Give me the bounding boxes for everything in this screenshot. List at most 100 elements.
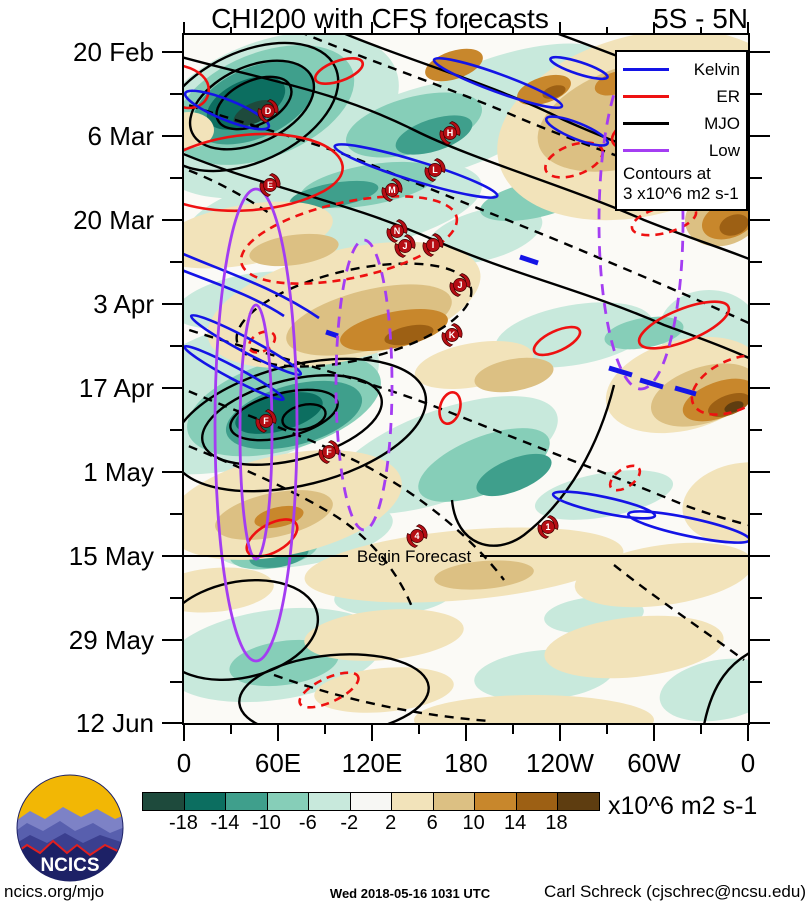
y-tick-minor [750, 513, 762, 515]
y-tick-minor [170, 261, 182, 263]
legend-line-er [623, 95, 669, 98]
cyclone-marker-E: E [259, 173, 281, 197]
y-axis-label: 6 Mar [87, 121, 154, 151]
svg-text:K: K [449, 330, 456, 340]
y-tick-major [750, 51, 770, 53]
colorbar-segment [143, 793, 184, 810]
svg-text:F: F [326, 447, 332, 457]
x-tick-minor [512, 725, 514, 734]
cyclone-marker-1: 1 [537, 515, 559, 539]
x-axis-label: 0 [176, 748, 192, 778]
y-tick-minor [750, 261, 762, 263]
y-axis-label: 20 Feb [73, 37, 154, 67]
shading-blob [476, 453, 552, 497]
colorbar-segment [557, 793, 600, 810]
svg-text:J: J [457, 280, 462, 290]
colorbar-segment [225, 793, 267, 810]
legend-label: Kelvin [693, 59, 740, 79]
colorbar-units: x10^6 m2 s-1 [608, 792, 758, 820]
colorbar-tick-label: 2 [385, 812, 397, 834]
svg-text:D: D [265, 106, 272, 116]
x-tick-minor [606, 725, 608, 734]
er-contour [313, 56, 365, 86]
mjo-contour [184, 152, 748, 359]
y-axis-label: 15 May [68, 541, 154, 571]
colorbar-segment [308, 793, 350, 810]
cyclone-marker-L: L [424, 158, 446, 182]
x-tick-minor [324, 27, 326, 35]
colorbar-tick-label: 18 [545, 812, 568, 834]
svg-text:1: 1 [545, 522, 550, 532]
colorbar-tick-label: -2 [340, 812, 359, 834]
colorbar-tick-label: -18 [169, 812, 198, 834]
ncics-logo: NCICS [16, 774, 124, 882]
kelvin-contour [184, 344, 285, 402]
y-tick-minor [170, 93, 182, 95]
colorbar-segment [183, 793, 226, 810]
cyclone-marker-F: F [255, 409, 277, 433]
y-tick-minor [750, 345, 762, 347]
mjo-contour [281, 402, 327, 432]
cyclone-marker-H: H [439, 121, 461, 145]
x-axis-label: 60W [627, 748, 681, 778]
legend-entry-kelvin: Kelvin [623, 56, 740, 83]
x-tick-major [747, 725, 749, 741]
cyclone-marker-F: F [318, 440, 340, 464]
mjo-contour [188, 59, 316, 151]
x-tick-minor [700, 725, 702, 734]
kelvin-contour-dash [519, 254, 539, 266]
y-tick-major [162, 555, 182, 557]
cyclone-marker-N: N [386, 219, 408, 243]
shading-blob [384, 324, 434, 346]
legend-entry-mjo: MJO [623, 110, 740, 137]
x-tick-major [559, 22, 561, 35]
y-tick-minor [170, 177, 182, 179]
y-axis-label: 12 Jun [75, 708, 154, 738]
kelvin-contour-dash [325, 329, 339, 339]
x-tick-major [371, 725, 373, 741]
kelvin-contour-dash [674, 385, 697, 397]
legend-line-mjo [623, 122, 669, 125]
legend-line-kelvin [623, 68, 669, 71]
x-tick-minor [230, 725, 232, 734]
x-tick-minor [512, 27, 514, 35]
page-title: CHI200 with CFS forecasts [211, 3, 549, 34]
colorbar-segment [515, 793, 558, 810]
mjo-contour-dashed [184, 327, 748, 527]
shading-blob [314, 667, 454, 713]
legend-label: ER [716, 86, 740, 106]
kelvin-contour [333, 143, 499, 199]
mjo-contour [184, 357, 428, 493]
colorbar-segment [349, 793, 392, 810]
kelvin-contour-dash [608, 365, 633, 378]
colorbar-tick-label: 10 [462, 812, 485, 834]
x-tick-major [277, 725, 279, 741]
y-tick-major [750, 135, 770, 137]
mjo-contour [201, 374, 383, 466]
kelvin-contour [549, 55, 609, 81]
svg-text:L: L [432, 165, 438, 175]
y-tick-major [750, 471, 770, 473]
x-tick-major [277, 22, 279, 35]
low-contour [238, 303, 274, 561]
x-tick-minor [606, 27, 608, 35]
y-tick-minor [750, 597, 762, 599]
x-tick-minor [418, 27, 420, 35]
colorbar [142, 792, 600, 811]
colorbar-segment [266, 793, 309, 810]
er-contour [184, 64, 211, 110]
kelvin-contour-dash [639, 377, 664, 390]
shading-blob [544, 615, 724, 679]
legend-label: Low [708, 140, 740, 160]
svg-text:I: I [432, 240, 435, 250]
shading-blob [474, 357, 554, 393]
footer-url: ncics.org/mjo [4, 882, 105, 901]
y-tick-minor [170, 597, 182, 599]
svg-text:N: N [394, 226, 401, 236]
wave-legend: Kelvin ER MJO Low Contours at 3 x10^6 m2 s-… [615, 50, 748, 211]
y-tick-major [750, 387, 770, 389]
er-contour-dashed [298, 671, 360, 709]
y-tick-minor [750, 177, 762, 179]
y-tick-major [750, 555, 770, 557]
colorbar-segment [432, 793, 475, 810]
